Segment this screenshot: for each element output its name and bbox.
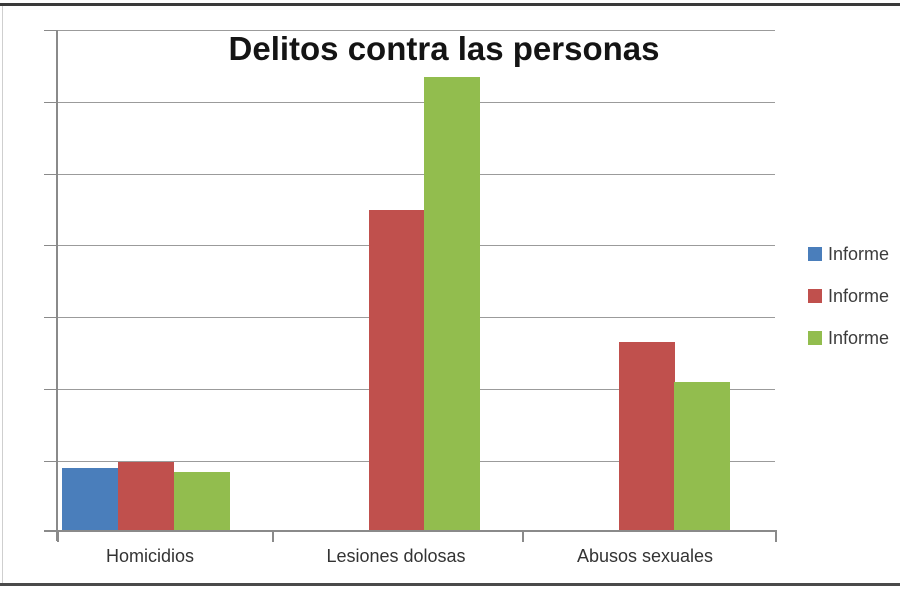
- bar-homicidios-series-1: [62, 468, 118, 531]
- legend-swatch-red-icon: [808, 289, 822, 303]
- chart-title: Delitos contra las personas: [228, 30, 660, 67]
- bar-homicidios-series-2: [118, 462, 174, 531]
- category-label-homicidios: Homicidios: [105, 546, 195, 566]
- category-label-lesiones-dolosas: Lesiones dolosas: [326, 546, 466, 566]
- y-axis-tick: [44, 389, 57, 390]
- bar-abusos-sexuales-series-2: [619, 342, 675, 531]
- left-frame-line: [2, 6, 3, 583]
- y-axis-tick: [44, 30, 57, 31]
- legend-item-series-2: Informe: [808, 285, 890, 306]
- bar-lesiones-dolosas-series-2: [369, 210, 425, 531]
- top-frame-line: [0, 3, 900, 6]
- legend-swatch-blue-icon: [808, 247, 822, 261]
- y-axis-line: [56, 30, 58, 541]
- legend-label-series-1: Informe: [828, 243, 890, 264]
- gridline: [57, 102, 775, 103]
- legend-label-series-3: Informe: [828, 327, 890, 348]
- legend-swatch-green-icon: [808, 331, 822, 345]
- x-axis-tick: [57, 530, 59, 542]
- y-axis-tick: [44, 102, 57, 103]
- y-axis-tick: [44, 461, 57, 462]
- y-axis-tick: [44, 174, 57, 175]
- x-axis-tick: [522, 530, 524, 542]
- category-label-abusos-sexuales: Abusos sexuales: [576, 546, 714, 566]
- legend-label-series-2: Informe: [828, 285, 890, 306]
- bottom-frame-line: [0, 583, 900, 586]
- bar-lesiones-dolosas-series-3: [424, 77, 480, 531]
- legend-item-series-3: Informe: [808, 327, 890, 348]
- y-axis-tick: [44, 245, 57, 246]
- y-axis-tick: [44, 317, 57, 318]
- x-axis-tick: [775, 530, 777, 542]
- legend: Informe Informe Informe: [808, 243, 890, 372]
- x-axis-line: [44, 530, 775, 532]
- gridline: [57, 174, 775, 175]
- legend-item-series-1: Informe: [808, 243, 890, 264]
- gridline: [57, 30, 775, 31]
- bar-abusos-sexuales-series-3: [674, 382, 730, 531]
- x-axis-tick: [272, 530, 274, 542]
- bar-homicidios-series-3: [174, 472, 230, 531]
